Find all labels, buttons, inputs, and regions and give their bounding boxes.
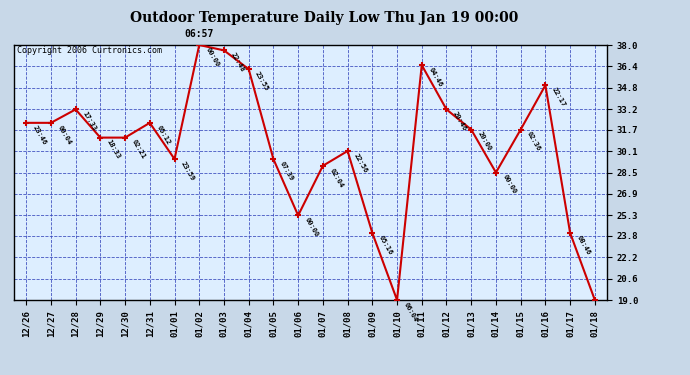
Text: 00:00: 00:00 — [502, 174, 518, 195]
Text: Outdoor Temperature Daily Low Thu Jan 19 00:00: Outdoor Temperature Daily Low Thu Jan 19… — [130, 11, 518, 25]
Text: 23:46: 23:46 — [32, 124, 48, 146]
Text: 02:36: 02:36 — [526, 131, 542, 152]
Text: 23:55: 23:55 — [254, 70, 270, 92]
Text: 05:16: 05:16 — [378, 234, 394, 256]
Text: 06:04: 06:04 — [402, 302, 418, 323]
Text: 05:12: 05:12 — [155, 124, 171, 146]
Text: 23:59: 23:59 — [180, 160, 196, 182]
Text: 02:04: 02:04 — [328, 167, 344, 189]
Text: 18:33: 18:33 — [106, 139, 121, 160]
Text: 22:17: 22:17 — [551, 87, 566, 108]
Text: 00:00: 00:00 — [304, 217, 319, 238]
Text: 02:21: 02:21 — [130, 139, 146, 160]
Text: 20:00: 20:00 — [477, 131, 493, 152]
Text: 22:56: 22:56 — [353, 152, 369, 174]
Text: 06:57: 06:57 — [184, 30, 214, 39]
Text: 20:46: 20:46 — [452, 111, 468, 132]
Text: 00:04: 00:04 — [57, 124, 72, 146]
Text: 07:39: 07:39 — [279, 160, 295, 182]
Text: 00:00: 00:00 — [205, 46, 221, 68]
Text: 04:46: 04:46 — [427, 66, 443, 88]
Text: 08:46: 08:46 — [575, 234, 591, 256]
Text: Copyright 2006 Curtronics.com: Copyright 2006 Curtronics.com — [17, 46, 161, 55]
Text: 22:48: 22:48 — [230, 52, 246, 73]
Text: 17:33: 17:33 — [81, 111, 97, 132]
